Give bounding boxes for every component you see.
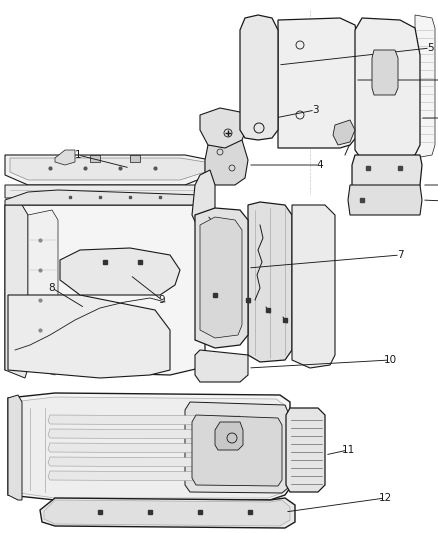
Polygon shape — [333, 120, 355, 145]
Polygon shape — [8, 295, 170, 378]
Text: 1: 1 — [75, 150, 81, 160]
Polygon shape — [240, 15, 278, 140]
Text: 5: 5 — [427, 43, 433, 53]
Polygon shape — [192, 415, 282, 486]
Polygon shape — [248, 202, 292, 362]
Polygon shape — [215, 422, 243, 450]
Text: 7: 7 — [397, 250, 403, 260]
Polygon shape — [5, 205, 205, 375]
Polygon shape — [12, 397, 286, 498]
Polygon shape — [48, 471, 242, 481]
Polygon shape — [292, 205, 335, 368]
Polygon shape — [5, 155, 210, 185]
Polygon shape — [130, 155, 140, 162]
Polygon shape — [286, 408, 325, 492]
Polygon shape — [90, 155, 100, 162]
Text: 11: 11 — [341, 445, 355, 455]
Polygon shape — [48, 429, 242, 439]
Polygon shape — [195, 208, 248, 348]
Text: 2: 2 — [227, 237, 233, 247]
Polygon shape — [372, 50, 398, 95]
Polygon shape — [5, 205, 28, 378]
Text: 10: 10 — [383, 355, 396, 365]
Text: 4: 4 — [317, 160, 323, 170]
Text: 3: 3 — [312, 105, 318, 115]
Polygon shape — [195, 350, 248, 382]
Polygon shape — [185, 402, 288, 493]
Polygon shape — [48, 443, 242, 453]
Polygon shape — [10, 158, 205, 180]
Polygon shape — [48, 415, 242, 425]
Polygon shape — [200, 217, 242, 338]
Text: 12: 12 — [378, 493, 392, 503]
Polygon shape — [5, 185, 210, 198]
Polygon shape — [352, 155, 422, 195]
Polygon shape — [44, 500, 290, 526]
Polygon shape — [355, 18, 420, 160]
Polygon shape — [48, 457, 242, 467]
Polygon shape — [278, 18, 360, 148]
Polygon shape — [8, 395, 22, 500]
Text: 9: 9 — [159, 295, 165, 305]
Polygon shape — [205, 140, 248, 185]
Polygon shape — [60, 248, 180, 295]
Polygon shape — [55, 150, 75, 165]
Polygon shape — [40, 498, 295, 528]
Text: 8: 8 — [49, 283, 55, 293]
Polygon shape — [192, 170, 215, 230]
Polygon shape — [28, 210, 58, 375]
Polygon shape — [415, 15, 435, 158]
Polygon shape — [8, 393, 290, 500]
Polygon shape — [348, 185, 422, 215]
Polygon shape — [5, 190, 200, 205]
Polygon shape — [200, 108, 248, 148]
